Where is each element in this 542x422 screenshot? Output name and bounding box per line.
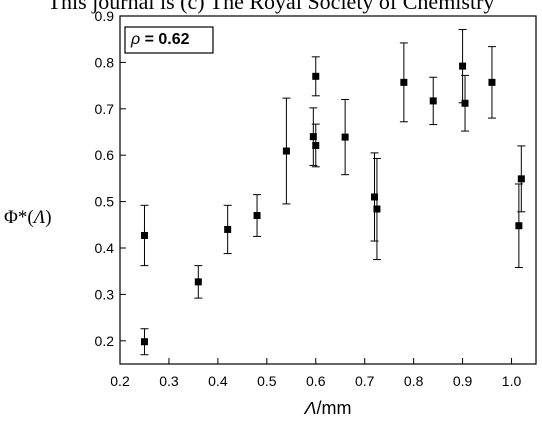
x-axis-label-symbol: Λ xyxy=(303,398,316,418)
y-axis-label-close: ) xyxy=(45,207,51,228)
y-axis-label: Φ*(Λ) xyxy=(4,207,52,228)
x-tick-label: 0.6 xyxy=(306,373,326,389)
data-point-marker xyxy=(370,193,378,201)
plot-frame xyxy=(119,15,537,365)
correlation-annotation: ρ = 0.62 xyxy=(124,26,214,54)
y-tick-label: 0.5 xyxy=(95,194,115,210)
y-tick-label: 0.3 xyxy=(95,286,115,302)
y-tick-label: 0.8 xyxy=(95,54,115,70)
data-point-group xyxy=(223,204,232,255)
data-point-group xyxy=(517,145,526,213)
data-point-group xyxy=(341,99,350,176)
y-tick-label: 0.6 xyxy=(95,147,115,163)
data-point-group xyxy=(282,97,291,205)
data-point-group xyxy=(140,328,149,356)
data-point-group xyxy=(429,76,438,126)
y-axis-label-symbol: Λ xyxy=(32,207,46,228)
x-axis-label: Λ/mm xyxy=(303,398,351,418)
data-point-marker xyxy=(429,97,437,105)
x-tick-label: 0.2 xyxy=(110,373,130,389)
annotation-value: = 0.62 xyxy=(140,31,189,48)
y-tick-label: 0.4 xyxy=(95,240,115,256)
data-point-marker xyxy=(194,278,202,286)
data-point-group xyxy=(311,56,320,97)
data-point-marker xyxy=(224,225,232,233)
data-point-marker xyxy=(140,338,148,346)
data-point-group xyxy=(399,42,408,123)
x-tick-label: 0.9 xyxy=(453,373,473,389)
data-point-group xyxy=(461,74,470,132)
y-tick-label: 0.7 xyxy=(95,101,115,117)
data-point-group xyxy=(311,123,320,168)
data-point-marker xyxy=(312,72,320,80)
data-point-marker xyxy=(400,78,408,86)
y-tick-label: 0.9 xyxy=(95,8,115,24)
x-tick-label: 0.8 xyxy=(404,373,424,389)
y-axis-label-main: Φ*( xyxy=(4,207,34,228)
data-point-marker xyxy=(140,231,148,239)
data-point-marker xyxy=(488,78,496,86)
annotation-symbol: ρ xyxy=(130,31,140,48)
data-point-group xyxy=(140,204,149,267)
data-point-marker xyxy=(373,205,381,213)
x-tick-label: 0.5 xyxy=(257,373,277,389)
x-axis-label-unit: /mm xyxy=(317,398,352,418)
data-point-group xyxy=(194,265,203,299)
data-point-marker xyxy=(515,222,523,230)
page-header-text: This journal is (c) The Royal Society of… xyxy=(47,0,495,14)
data-point-marker xyxy=(312,141,320,149)
data-point-marker xyxy=(461,99,469,107)
data-point-marker xyxy=(309,133,317,141)
data-point-marker xyxy=(459,62,467,70)
y-tick-label: 0.2 xyxy=(95,333,115,349)
data-point-group xyxy=(253,194,262,237)
x-tick-label: 1.0 xyxy=(502,373,522,389)
data-point-group xyxy=(487,46,496,119)
data-point-marker xyxy=(517,175,525,183)
data-point-marker xyxy=(341,133,349,141)
x-tick-label: 0.4 xyxy=(208,373,228,389)
annotation-box xyxy=(124,26,214,54)
x-tick-label: 0.3 xyxy=(159,373,179,389)
x-tick-label: 0.7 xyxy=(355,373,375,389)
data-point-marker xyxy=(282,147,290,155)
data-point-marker xyxy=(253,212,261,220)
data-point-group xyxy=(372,157,381,261)
annotation-text: ρ = 0.62 xyxy=(130,31,190,48)
